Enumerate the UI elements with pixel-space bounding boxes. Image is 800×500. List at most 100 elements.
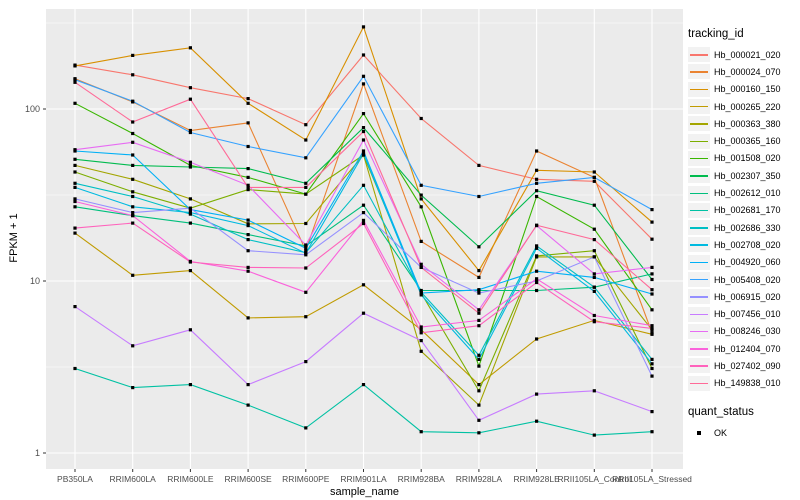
data-point: [477, 389, 481, 393]
data-point: [477, 275, 481, 279]
y-tick-label: 10: [30, 276, 40, 286]
legend-key-line-icon: [688, 323, 710, 339]
legend-key-line-icon: [688, 237, 710, 253]
data-point: [361, 112, 366, 116]
data-point: [535, 181, 539, 185]
data-point: [131, 214, 135, 218]
data-point: [477, 318, 481, 322]
data-point: [535, 419, 539, 423]
data-point: [477, 403, 481, 407]
legend-item: Hb_002681_170: [688, 202, 798, 219]
data-point: [73, 197, 77, 201]
legend-key-line-icon: [688, 341, 710, 357]
data-point: [304, 123, 308, 127]
legend-line-swatch: [690, 54, 708, 56]
legend-item: Hb_000365_160: [688, 132, 798, 149]
x-tick-label: PB350LA: [57, 474, 93, 484]
legend-line-swatch: [690, 209, 708, 212]
legend-key-line-icon: [688, 150, 710, 166]
x-tick-label: RRIM600PE: [282, 474, 330, 484]
data-point: [246, 101, 250, 105]
data-point: [188, 269, 192, 273]
data-point: [477, 431, 481, 435]
legend-key-line-icon: [688, 47, 710, 63]
legend-line-swatch: [690, 192, 708, 194]
data-point: [304, 192, 308, 196]
legend-key-line-icon: [688, 375, 710, 391]
data-point: [361, 183, 366, 187]
legend-item-label: Hb_002681_170: [714, 205, 781, 216]
data-point: [246, 269, 250, 273]
data-point: [73, 80, 77, 84]
data-point: [304, 249, 308, 253]
data-point: [650, 357, 654, 361]
legend-line-swatch: [690, 261, 708, 264]
data-point: [188, 197, 192, 201]
data-point: [419, 291, 423, 295]
x-tick-label: RRIM928LE: [513, 474, 560, 484]
legend-item-label: Hb_002612_010: [714, 188, 781, 199]
data-point: [246, 218, 250, 222]
legend-line-swatch: [690, 296, 708, 298]
data-point: [592, 203, 596, 207]
data-point: [535, 288, 539, 293]
data-point: [650, 430, 654, 434]
data-point: [246, 188, 250, 192]
legend-item: Hb_002708_020: [688, 236, 798, 253]
data-point: [535, 223, 539, 227]
data-point: [304, 185, 308, 189]
data-point: [592, 320, 596, 324]
data-point: [419, 116, 423, 121]
legend-item-label: Hb_007456_010: [714, 309, 781, 320]
data-point: [188, 221, 192, 225]
data-point: [131, 153, 135, 157]
legend-item-label: Hb_012404_070: [714, 343, 781, 354]
data-point: [419, 349, 423, 353]
legend-line-swatch: [690, 123, 708, 125]
data-point: [304, 266, 308, 270]
data-point: [477, 269, 481, 273]
data-point: [650, 362, 654, 366]
data-point: [650, 366, 654, 371]
x-tick-label: RRIM600LA: [110, 474, 157, 484]
data-point: [73, 78, 77, 82]
data-point: [131, 140, 135, 144]
data-point: [188, 130, 192, 135]
legend-item-label: Hb_149838_010: [714, 378, 781, 389]
legend-title-quant-status: quant_status: [688, 405, 754, 418]
data-point: [361, 74, 366, 78]
data-point: [73, 226, 77, 230]
data-point: [246, 224, 250, 228]
data-point: [592, 170, 596, 174]
data-point: [477, 163, 481, 167]
legend-item-label: Hb_002307_350: [714, 170, 781, 181]
legend-item: Hb_149838_010: [688, 375, 798, 392]
x-tick-label: RRIM928BA: [398, 474, 446, 484]
legend-key-line-icon: [688, 168, 710, 184]
data-point: [650, 277, 654, 282]
legend-line-swatch: [690, 279, 708, 281]
data-point: [131, 73, 135, 77]
data-point: [131, 205, 135, 209]
data-point: [188, 128, 192, 133]
data-point: [188, 328, 192, 332]
data-point: [477, 311, 481, 315]
legend-line-swatch: [690, 106, 708, 108]
data-point: [650, 237, 654, 241]
data-point: [535, 149, 539, 153]
data-point: [246, 222, 250, 226]
legend-item-label: Hb_008246_030: [714, 326, 781, 337]
data-point: [304, 246, 308, 250]
legend-item: Hb_001508_020: [688, 150, 798, 167]
legend-item-label: Hb_000024_070: [714, 66, 781, 77]
data-point: [535, 337, 539, 341]
data-point: [304, 290, 308, 294]
legend-item-label: OK: [714, 427, 728, 438]
data-point: [361, 218, 366, 222]
data-point: [361, 211, 366, 215]
data-point: [73, 231, 77, 235]
legend-item: Hb_002686_330: [688, 219, 798, 236]
x-tick-label: RRII105LA_Stressed: [612, 474, 692, 484]
